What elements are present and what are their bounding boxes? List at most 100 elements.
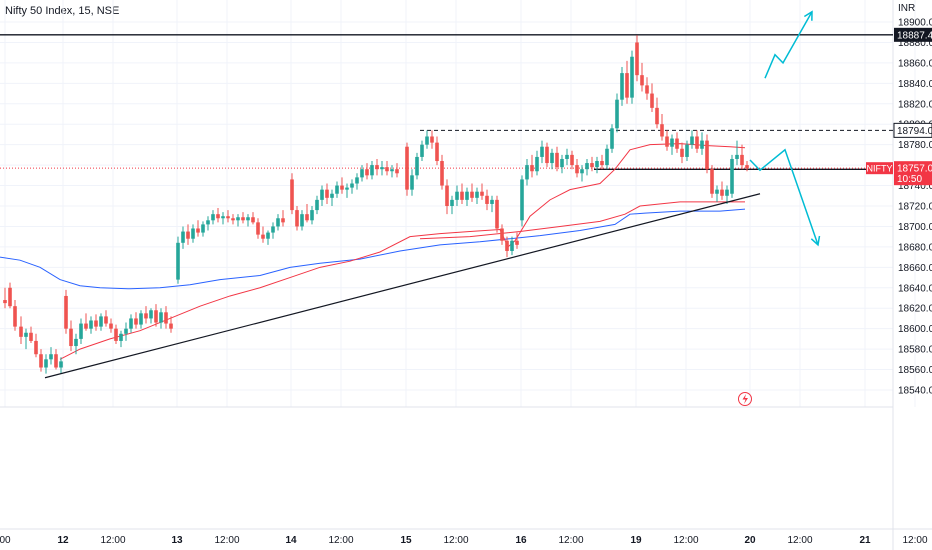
candle [590,156,594,172]
candle [3,287,7,309]
candle-body [470,191,474,198]
candle-body [605,148,609,166]
candle-body [390,169,394,172]
candle-body [186,231,190,239]
candle-body [380,167,384,170]
candle-body [159,312,163,323]
candle-body [670,138,674,147]
candle [231,214,235,225]
candle [395,163,399,178]
candle [705,134,709,174]
candle-body [520,179,524,221]
candle-body [84,323,88,329]
candle [700,132,704,155]
candle [525,158,529,186]
candle [181,226,185,249]
candle [139,310,143,329]
candle [44,354,48,374]
candle [176,236,180,284]
candle [201,221,205,237]
candle-body [3,300,7,304]
candle [186,224,190,245]
candle [315,195,319,215]
projection-arrow-down [749,148,819,246]
candle [335,181,339,198]
currency-label: INR [898,3,915,14]
candle-body [206,220,210,225]
x-tick-label: 12:00 [328,535,353,546]
countdown-label: 10:50 [897,174,922,185]
candle [545,142,549,168]
candle [221,212,225,225]
candle-body [271,226,275,233]
candle-body [725,189,729,196]
candle-body [425,136,429,145]
candle [670,134,674,155]
candle-body [226,216,230,219]
candle-body [555,152,559,168]
candle-body [715,189,719,194]
candle [290,173,294,215]
candle [251,212,255,225]
candle-body [246,217,250,221]
candle [34,333,38,358]
moving-average-line [0,208,746,290]
candle-body [375,165,379,170]
candle [310,206,314,225]
projection-arrow-up [764,11,813,79]
candle-body [540,146,544,157]
candle [720,181,724,200]
x-tick-label: 12:00 [443,535,468,546]
candle [350,179,354,194]
candle [640,62,644,92]
candle [735,140,739,166]
candle-body [580,169,584,174]
candle [281,210,285,227]
candle-body [485,195,489,204]
x-tick-label: 19 [630,535,642,546]
candle [69,320,73,352]
candle [530,154,534,178]
candle [585,158,589,176]
candle-body [465,191,469,200]
candle-body [355,177,359,184]
candle-body [735,154,739,159]
projection-arrow-down-head [810,235,821,247]
candle-body [610,128,614,149]
candle [104,310,108,327]
candle-body [705,140,709,170]
x-tick-label: 12:00 [787,535,812,546]
candle [745,161,749,172]
candle-body [630,56,634,98]
candle [74,333,78,355]
candle-body [99,316,103,327]
candle-body [335,185,339,194]
candle-body [675,138,679,149]
x-tick-label: 12:00 [100,535,125,546]
candle [410,169,414,196]
candle-body [320,189,324,200]
lightning-icon[interactable] [738,392,752,406]
candle [490,195,494,213]
candle-body [730,158,734,194]
candle [385,161,389,176]
candle-body [119,333,123,341]
candle [271,222,275,239]
candle [550,148,554,170]
x-tick-label: 14 [285,535,297,546]
candle [460,183,464,204]
candle-body [295,210,299,227]
candle [650,83,654,112]
candle [540,140,544,164]
candle-body [236,217,240,221]
candle [450,195,454,215]
candle [535,150,539,176]
candle [164,306,168,329]
candle [445,179,449,215]
candle [196,220,200,237]
y-tick-label: 18640.00 [898,283,932,294]
y-tick-label: 18680.00 [898,242,932,253]
candle-body [480,191,484,196]
last-price-label: 18757.00 [897,164,932,175]
